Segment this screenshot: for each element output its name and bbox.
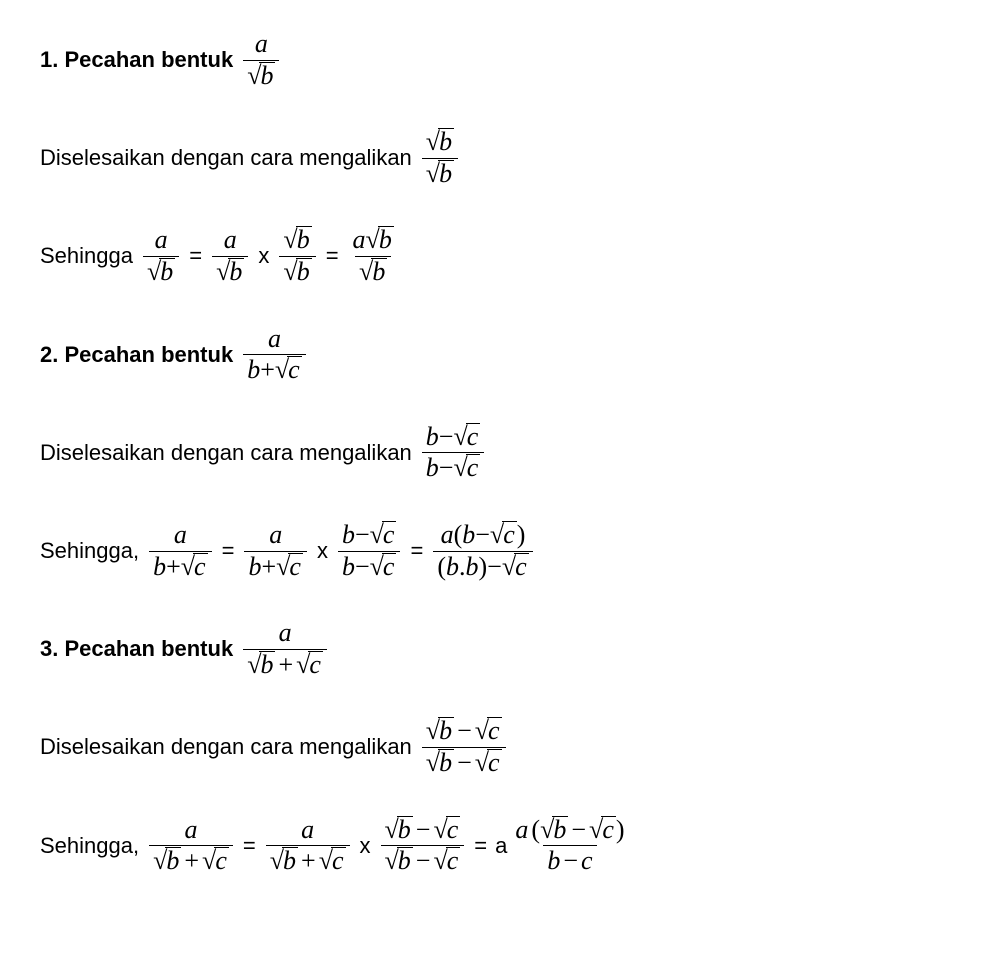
s3-line1-frac: √b−√c √b−√c bbox=[422, 717, 506, 777]
section-3: 3. Pecahan bentuk a √b+√c Diselesaikan d… bbox=[40, 619, 964, 876]
s1-line1-frac: √b √b bbox=[422, 128, 458, 188]
s2-eq-rhs: a(b−√c) (b.b)−√c bbox=[433, 521, 532, 581]
s3-line2-text: Sehingga, bbox=[40, 833, 139, 859]
sqrt-b: √b bbox=[247, 62, 275, 89]
eq2a: = bbox=[222, 538, 235, 564]
section-1: 1. Pecahan bentuk a √b Diselesaikan deng… bbox=[40, 30, 964, 287]
s3-eq-mid1: a √b+√c bbox=[266, 816, 350, 876]
s3-a-label: a bbox=[495, 833, 507, 859]
eq3b: = bbox=[474, 833, 487, 859]
s3-eq-rhs: a(√b−√c) b−c bbox=[511, 816, 628, 876]
s3-line2-row: Sehingga, a √b+√c = a √b+√c x √b−√c √b−√… bbox=[40, 816, 964, 876]
section-2: 2. Pecahan bentuk a b+√c Diselesaikan de… bbox=[40, 325, 964, 582]
s3-heading-text: 3. Pecahan bentuk bbox=[40, 636, 233, 662]
s3-line1-text: Diselesaikan dengan cara mengalikan bbox=[40, 734, 412, 760]
s3-line1-row: Diselesaikan dengan cara mengalikan √b−√… bbox=[40, 717, 964, 777]
s2-heading-row: 2. Pecahan bentuk a b+√c bbox=[40, 325, 964, 385]
eq2b: = bbox=[410, 538, 423, 564]
eq1b: = bbox=[326, 243, 339, 269]
s2-line2-row: Sehingga, a b+√c = a b+√c x b−√c b−√c = … bbox=[40, 521, 964, 581]
s2-eq-lhs: a b+√c bbox=[149, 521, 212, 581]
var-a: a bbox=[255, 29, 268, 58]
times3: x bbox=[360, 833, 371, 859]
s1-eq-rhs: a√b √b bbox=[349, 226, 398, 286]
s1-heading-text: 1. Pecahan bentuk bbox=[40, 47, 233, 73]
s2-line1-row: Diselesaikan dengan cara mengalikan b−√c… bbox=[40, 423, 964, 483]
s3-heading-row: 3. Pecahan bentuk a √b+√c bbox=[40, 619, 964, 679]
s2-eq-mid2: b−√c b−√c bbox=[338, 521, 401, 581]
s3-eq-mid2: √b−√c √b−√c bbox=[381, 816, 465, 876]
s2-line2-text: Sehingga, bbox=[40, 538, 139, 564]
eq3a: = bbox=[243, 833, 256, 859]
s2-heading-text: 2. Pecahan bentuk bbox=[40, 342, 233, 368]
s1-heading-frac: a √b bbox=[243, 30, 279, 90]
s1-eq-mid2: √b √b bbox=[279, 226, 315, 286]
s1-line1-row: Diselesaikan dengan cara mengalikan √b √… bbox=[40, 128, 964, 188]
s1-eq-mid1: a √b bbox=[212, 226, 248, 286]
s2-eq-mid1: a b+√c bbox=[244, 521, 307, 581]
s3-heading-frac: a √b+√c bbox=[243, 619, 327, 679]
times1: x bbox=[258, 243, 269, 269]
eq1: = bbox=[189, 243, 202, 269]
times2: x bbox=[317, 538, 328, 564]
s2-line1-text: Diselesaikan dengan cara mengalikan bbox=[40, 440, 412, 466]
s1-line2-row: Sehingga a √b = a √b x √b √b = a√b √b bbox=[40, 226, 964, 286]
s1-heading-row: 1. Pecahan bentuk a √b bbox=[40, 30, 964, 90]
s2-heading-frac: a b+√c bbox=[243, 325, 306, 385]
s3-eq-lhs: a √b+√c bbox=[149, 816, 233, 876]
s1-eq-lhs: a √b bbox=[143, 226, 179, 286]
s2-line1-frac: b−√c b−√c bbox=[422, 423, 485, 483]
s1-line1-text: Diselesaikan dengan cara mengalikan bbox=[40, 145, 412, 171]
s1-line2-text: Sehingga bbox=[40, 243, 133, 269]
